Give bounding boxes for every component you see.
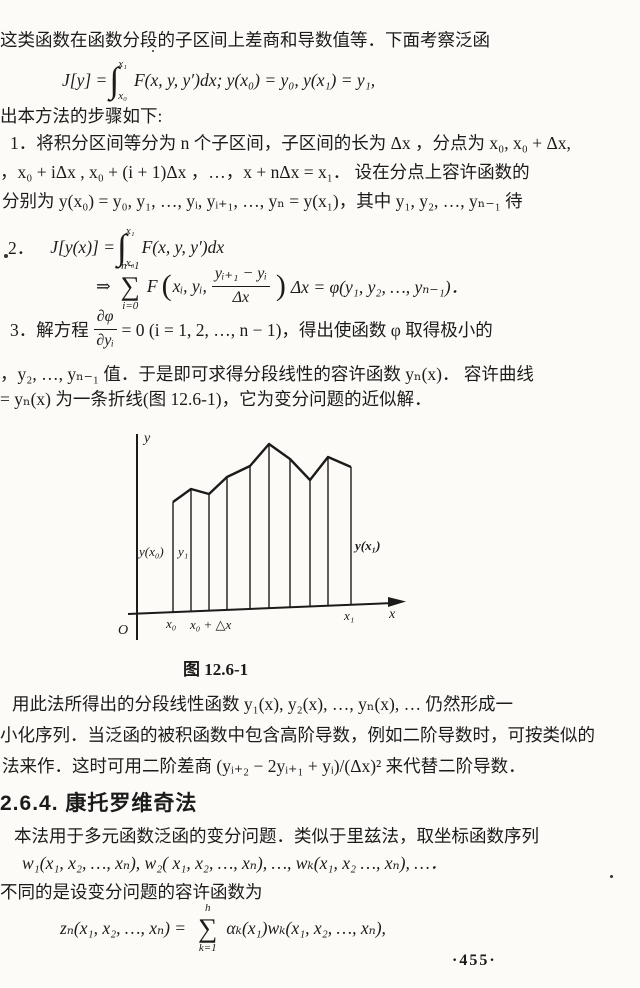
step1-line-1: 1．将积分区间等分为 n 个子区间，子区间的长为 Δx ，分点为 x₀, x₀ … [10,133,571,153]
formula2-lhs: zₙ(x₁, x₂, …, xₙ) = [60,917,187,938]
left-paren: ( [161,269,172,302]
intro-line-2: 出本方法的步骤如下: [0,106,163,126]
right-paren: ) [275,269,286,302]
label-x0: x₀ [165,616,176,631]
label-y-of-x0: y(x₀) [137,544,164,559]
sum-lower-limit: k=1 [198,941,217,954]
coordinate-function-sequence: w₁(x₁, x₂, …, xₙ), w₂( x₁, x₂, …, xₙ), …… [22,853,448,873]
fraction-numerator: yᵢ₊₁ − yᵢ [211,265,270,287]
section-line-2: 不同的是设变分问题的容许函数为 [0,882,263,902]
x-axis-label: x [388,607,396,622]
step2-number: 2． [8,237,35,258]
integral-sign: ∫ [117,227,127,267]
step1-line-3: 分别为 y(x₀) = y₀, y₁, …, yᵢ, yᵢ₊₁, …, yₙ =… [2,191,523,211]
para1-line-1: 用此法所得出的分段线性函数 y₁(x), y₂(x), …, yₙ(x), … … [12,694,513,714]
para1-line-3: 法来作．这时可用二阶差商 (yᵢ₊₂ − 2yᵢ₊₁ + yᵢ)/(Δx)² 来… [2,756,526,776]
step2-body-2: Δx = φ(y₁, y₂, …, yₙ₋₁)． [290,276,469,297]
label-y-of-x1: y(x₁) [353,538,380,553]
step3-line-rest: = 0 (i = 1, 2, …, n − 1)，得出使函数 φ 取得极小的 [121,319,493,340]
step2-body-1: F(x, y, y′)dx [141,236,225,257]
fraction-denominator: ∂yᵢ [96,331,114,349]
y-axis-label: y [142,431,151,446]
integral-sign: ∫ [109,60,120,100]
scan-speck [152,50,154,52]
integral: ∫ x₁ x₀ [109,58,132,102]
x-axis [127,602,395,615]
figure-plot: y x O y(x₀) y₁ y(x₁) x₀ x₀ + △x x₁ [118,431,406,640]
integral-lower-limit: x₀ [125,257,135,269]
label-y1: y₁ [176,544,188,559]
partial-derivative-fraction: ∂φ ∂yᵢ [93,308,117,350]
formula-functional-J: J[y] = ∫ x₁ x₀ F(x, y, y′)dx; y(x₀) = y₀… [62,56,375,104]
step1-line-2: ，x₀ + iΔx , x₀ + (i + 1)Δx ，…，x + nΔx = … [0,162,530,182]
sum-sign: ∑ [120,270,140,301]
integral-lower-limit: x₀ [118,90,127,102]
formula2-rhs: αₖ(x₁)wₖ(x₁, x₂, …, xₙ), [226,917,386,938]
ordinate-lines [172,444,352,612]
section-heading: 2.6.4. 康托罗维奇法 [0,792,198,815]
sum-upper-limit: h [205,901,211,914]
integral-upper-limit: x₁ [125,225,135,237]
intro-line-1: 这类函数在函数分段的子区间上差商和导数值等．下面考察泛函 [0,30,490,50]
label-x1: x₁ [343,608,354,623]
step2-formula-line-1: 2． J[y(x)] = ∫ x₁ x₀ F(x, y, y′)dx [8,225,224,269]
fraction-numerator: ∂φ [93,308,117,330]
sum-sign: ∑ [198,912,218,943]
para1-line-2: 小化序列．当泛函的被积函数中包含高阶导数，例如二阶导数时，可按类似的 [0,725,595,745]
formula-lhs: J[y] = [62,69,108,90]
step3-label: 3．解方程 [10,319,89,340]
implies-symbol: ⇒ [96,275,111,296]
step2-F: F [146,275,158,296]
integral-upper-limit: x₁ [118,58,127,70]
formula-body: F(x, y, y′)dx; y(x₀) = y₀, y(x₁) = y₁, [133,69,376,90]
step3-line-2: ，y₂, …, yₙ₋₁ 值．于是即可求得分段线性的容许函数 yₙ(x)． 容许… [0,364,534,384]
summation: h ∑ k=1 [198,901,218,954]
step2-args: xᵢ, yᵢ, [172,275,207,296]
sum-upper-limit: n−1 [121,259,140,272]
piecewise-linear-curve [172,442,352,503]
origin-label: O [118,623,128,638]
difference-quotient-fraction: yᵢ₊₁ − yᵢ Δx [211,265,270,307]
summation: n−1 ∑ i=0 [120,259,140,312]
x-axis-arrowhead [388,597,406,607]
sum-lower-limit: i=0 [122,299,139,312]
integral: ∫ x₁ x₀ [117,225,140,269]
admissible-function-formula: zₙ(x₁, x₂, …, xₙ) = h ∑ k=1 αₖ(x₁)wₖ(x₁,… [60,900,386,956]
scan-speck [610,875,613,878]
page-number: ·455· [452,952,497,969]
figure-12-6-1: y x O y(x₀) y₁ y(x₁) x₀ x₀ + △x x₁ [92,426,422,666]
step3-formula-line: 3．解方程 ∂φ ∂yᵢ = 0 (i = 1, 2, …, n − 1)，得出… [10,305,493,353]
fraction-denominator: Δx [232,288,250,306]
figure-caption: 图 12.6-1 [183,660,249,679]
scan-speck [4,254,8,258]
section-line-1: 本法用于多元函数泛函的变分问题．类似于里兹法，取坐标函数序列 [14,826,539,846]
step2-formula-line-2: ⇒ n−1 ∑ i=0 F ( xᵢ, yᵢ, yᵢ₊₁ − yᵢ Δx ) Δ… [96,260,468,312]
step3-line-3: = yₙ(x) 为一条折线(图 12.6-1)，它为变分问题的近似解． [0,389,432,409]
label-x0-plus-dx: x₀ + △x [189,617,232,632]
step2-lhs: J[y(x)] = [50,236,116,257]
